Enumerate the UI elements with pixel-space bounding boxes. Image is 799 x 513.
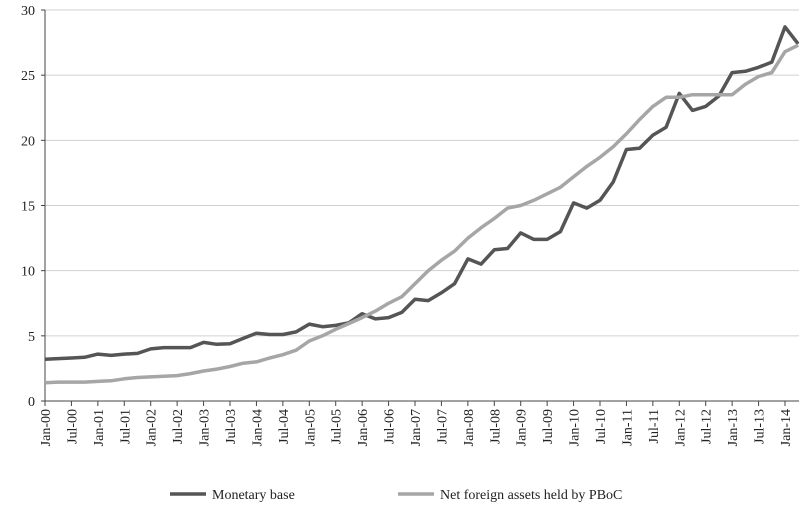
x-tick-label: Jul-12 xyxy=(700,409,715,444)
x-tick-label: Jan-02 xyxy=(145,409,160,446)
x-tick-label: Jan-03 xyxy=(198,409,213,446)
x-tick-label: Jul-07 xyxy=(435,409,450,444)
x-tick-label: Jul-02 xyxy=(171,409,186,444)
y-tick-label: 10 xyxy=(21,265,35,280)
legend-label: Monetary base xyxy=(212,488,295,503)
x-tick-label: Jul-08 xyxy=(488,409,503,444)
x-tick-label: Jan-06 xyxy=(356,409,371,446)
x-tick-label: Jan-01 xyxy=(92,409,107,446)
x-tick-label: Jan-05 xyxy=(303,409,318,446)
x-tick-label: Jul-06 xyxy=(383,409,398,444)
x-tick-label: Jan-09 xyxy=(515,409,530,446)
x-tick-label: Jul-10 xyxy=(594,409,609,444)
x-tick-label: Jan-08 xyxy=(462,409,477,446)
y-tick-label: 20 xyxy=(21,134,35,149)
legend-label: Net foreign assets held by PBoC xyxy=(440,488,622,503)
x-tick-label: Jan-14 xyxy=(779,409,794,446)
y-tick-label: 25 xyxy=(21,69,35,84)
x-tick-label: Jan-04 xyxy=(250,409,265,446)
y-tick-label: 0 xyxy=(28,395,35,410)
x-tick-label: Jan-13 xyxy=(726,409,741,446)
x-tick-label: Jan-00 xyxy=(39,409,54,446)
x-tick-label: Jul-01 xyxy=(118,409,133,444)
series-line xyxy=(44,43,799,385)
x-tick-label: Jul-00 xyxy=(65,409,80,444)
y-tick-label: 30 xyxy=(21,4,35,19)
x-tick-label: Jan-12 xyxy=(673,409,688,446)
y-tick-label: 15 xyxy=(21,200,35,215)
x-tick-label: Jul-03 xyxy=(224,409,239,444)
x-tick-label: Jul-09 xyxy=(541,409,556,444)
x-tick-label: Jan-07 xyxy=(409,409,424,446)
series-line xyxy=(44,25,799,362)
x-tick-label: Jul-05 xyxy=(330,409,345,444)
x-tick-label: Jul-13 xyxy=(753,409,768,444)
x-tick-label: Jan-10 xyxy=(568,409,583,446)
x-tick-label: Jul-04 xyxy=(277,409,292,444)
x-tick-label: Jul-11 xyxy=(647,409,662,443)
y-tick-label: 5 xyxy=(28,330,35,345)
x-tick-label: Jan-11 xyxy=(620,409,635,446)
